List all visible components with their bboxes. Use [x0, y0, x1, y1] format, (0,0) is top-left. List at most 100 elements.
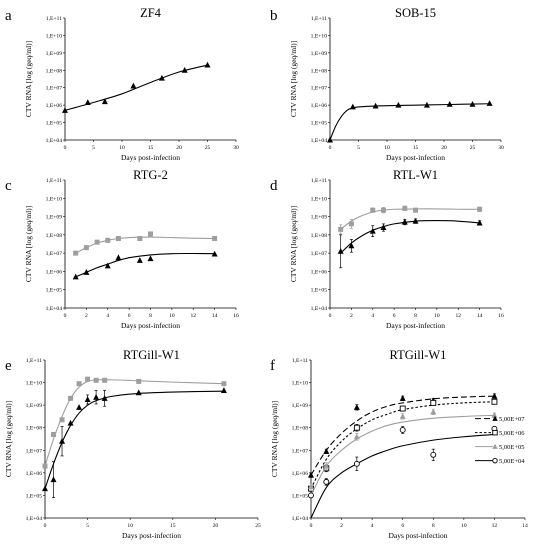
y-axis-label: CTV RNA [log (geq/ml)]	[24, 41, 33, 117]
y-tick-label: 1,E+07	[46, 86, 63, 92]
data-point	[337, 248, 344, 254]
y-tick-label: 1,E+11	[311, 16, 327, 22]
data-point	[412, 217, 419, 224]
y-axis-label: CTV RNA [log (geq/ml)]	[270, 401, 279, 477]
data-point	[211, 250, 218, 257]
y-tick-label: 1,E+06	[292, 471, 309, 477]
y-tick-label: 1,E+07	[311, 86, 328, 92]
data-point	[67, 419, 74, 426]
y-tick-label: 1,E+06	[46, 103, 63, 109]
y-tick-label: 1,E+08	[292, 426, 309, 432]
data-point	[372, 102, 379, 109]
fit-curve	[44, 390, 224, 489]
y-tick-label: 1,E+05	[26, 493, 43, 499]
x-axis-label: Days post-infection	[121, 153, 180, 162]
data-point	[135, 389, 142, 396]
x-tick-label: 4	[106, 313, 109, 319]
x-tick-label: 5	[92, 145, 95, 151]
data-point	[327, 136, 333, 143]
legend-marker	[492, 429, 498, 436]
series-1	[337, 217, 483, 269]
series-0	[62, 61, 211, 113]
x-axis-label: Days post-infection	[386, 321, 445, 330]
data-point	[181, 66, 188, 73]
data-point	[42, 485, 48, 492]
x-tick-label: 16	[498, 313, 504, 319]
y-tick-label: 1,E+11	[46, 178, 62, 184]
data-point	[147, 255, 154, 262]
y-tick-label: 1,E+11	[46, 16, 62, 22]
data-point	[137, 236, 143, 242]
x-tick-label: 25	[255, 523, 261, 529]
data-point	[349, 103, 356, 110]
series-1	[72, 250, 218, 280]
y-axis-label: CTV RNA [log (geq/ml)]	[289, 206, 298, 282]
data-point	[430, 399, 437, 406]
data-point	[399, 413, 406, 419]
x-tick-label: 5	[357, 145, 360, 151]
data-point	[94, 239, 100, 245]
y-axis-label: CTV RNA [log (geq/ml)]	[4, 401, 13, 477]
data-point	[395, 101, 402, 108]
panel-letter: f	[270, 358, 275, 374]
y-tick-label: 1,E+11	[26, 358, 42, 364]
x-tick-label: 0	[64, 145, 67, 151]
fit-curve	[310, 401, 495, 489]
x-tick-label: 25	[205, 145, 211, 151]
y-axis-label: CTV RNA [log (geq/ml)]	[24, 206, 33, 282]
data-point	[148, 231, 153, 237]
y-tick-label: 1,E+07	[26, 448, 43, 454]
data-point	[220, 387, 227, 393]
x-tick-label: 2	[350, 313, 353, 319]
y-tick-label: 1,E+09	[26, 403, 43, 409]
chart-title: RTL-W1	[393, 168, 438, 182]
y-tick-label: 1,E+10	[311, 196, 328, 202]
data-point	[353, 433, 360, 440]
data-point	[380, 207, 386, 213]
x-axis-label: Days post-infection	[121, 321, 180, 330]
y-tick-label: 1,E+09	[311, 215, 328, 221]
data-point	[59, 437, 66, 444]
fit-curve	[75, 236, 215, 254]
fit-curve	[310, 395, 495, 476]
data-point	[85, 376, 91, 382]
data-point	[84, 396, 91, 402]
y-tick-label: 1,E+05	[311, 121, 328, 127]
data-point	[93, 377, 99, 383]
y-tick-label: 1,E+08	[46, 68, 63, 74]
x-tick-label: 20	[176, 145, 182, 151]
x-tick-label: 12	[455, 313, 461, 319]
data-point	[76, 381, 82, 387]
data-point	[491, 398, 498, 405]
data-point	[348, 242, 355, 249]
chart-panel-d: d RTL-W1 1,E+04 1,E+05 1,E+06 1,E+07 1,E+08 1,E…	[270, 168, 504, 330]
y-tick-label: 1,E+11	[311, 178, 327, 184]
x-tick-label: 6	[401, 523, 404, 529]
x-tick-label: 14	[522, 523, 528, 529]
y-tick-label: 1,E+04	[311, 138, 328, 144]
y-tick-label: 1,E+05	[292, 493, 309, 499]
x-axis-label: Days post-infection	[389, 531, 448, 540]
data-point	[413, 207, 418, 213]
data-point	[491, 392, 498, 399]
data-point	[102, 377, 108, 383]
x-tick-label: 6	[128, 313, 131, 319]
y-tick-label: 1,E+07	[292, 448, 309, 454]
data-point	[105, 237, 111, 243]
y-tick-label: 1,E+04	[292, 516, 309, 522]
x-tick-label: 20	[213, 523, 219, 529]
y-tick-label: 1,E+10	[292, 381, 309, 387]
data-point	[353, 424, 360, 431]
x-tick-label: 0	[329, 145, 332, 151]
data-point	[62, 107, 68, 113]
data-point	[59, 417, 65, 423]
x-tick-label: 10	[169, 313, 175, 319]
x-tick-label: 4	[371, 523, 374, 529]
y-tick-label: 1,E+04	[311, 306, 328, 312]
x-tick-label: 20	[441, 145, 447, 151]
x-tick-label: 0	[64, 313, 67, 319]
y-tick-label: 1,E+05	[46, 121, 63, 127]
x-tick-label: 0	[329, 313, 332, 319]
data-point	[491, 412, 498, 418]
